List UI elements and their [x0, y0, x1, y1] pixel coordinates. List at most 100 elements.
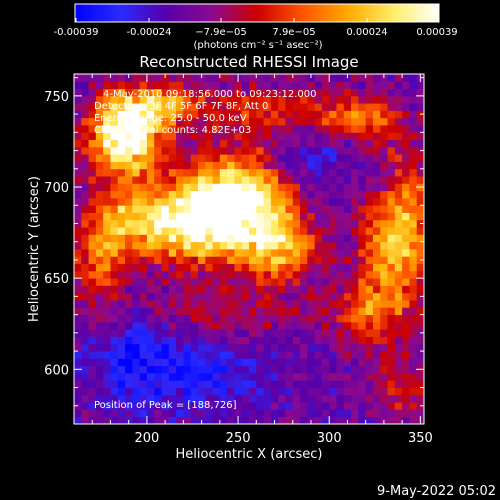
heatmap-cell [125, 212, 133, 221]
heatmap-cell [197, 117, 206, 126]
heatmap-cell [110, 336, 119, 345]
heatmap-cell [278, 256, 286, 264]
heatmap-cell [314, 256, 323, 264]
heatmap-cell [278, 394, 286, 403]
heatmap-cell [146, 176, 155, 184]
heatmap-cell [168, 154, 177, 162]
heatmap-cell [103, 110, 111, 119]
heatmap-cell [256, 241, 264, 250]
heatmap-cell [241, 234, 250, 243]
heatmap-cell [205, 343, 213, 352]
heatmap-cell [103, 146, 111, 155]
heatmap-cell [146, 125, 155, 133]
heatmap-cell [380, 336, 388, 345]
heatmap-cell [103, 256, 111, 264]
heatmap-cell [249, 241, 257, 250]
heatmap-cell [314, 219, 323, 228]
heatmap-cell [249, 307, 257, 316]
heatmap-cell [402, 219, 410, 228]
heatmap-cell [88, 358, 97, 367]
heatmap-cell [103, 81, 111, 89]
heatmap-cell [263, 132, 272, 141]
heatmap-cell [314, 270, 323, 279]
heatmap-cell [154, 387, 162, 396]
heatmap-cell [358, 380, 367, 388]
heatmap-cell [117, 227, 126, 235]
heatmap-cell [183, 402, 192, 410]
heatmap-cell [161, 402, 170, 410]
heatmap-cell [205, 234, 213, 243]
heatmap-cell [256, 416, 264, 424]
heatmap-cell [292, 190, 301, 199]
heatmap-cell [81, 219, 89, 228]
heatmap-cell [227, 219, 235, 228]
heatmap-cell [132, 394, 141, 403]
heatmap-cell [380, 132, 388, 141]
heatmap-cell [205, 329, 213, 337]
heatmap-cell [409, 402, 418, 410]
heatmap-cell [88, 351, 97, 359]
heatmap-cell [307, 351, 316, 359]
heatmap-cell [321, 74, 330, 82]
heatmap-cell [183, 351, 192, 359]
heatmap-cell [292, 227, 301, 235]
heatmap-cell [154, 110, 162, 119]
heatmap-cell [88, 110, 97, 119]
heatmap-cell [190, 227, 199, 235]
heatmap-cell [139, 372, 148, 381]
heatmap-cell [146, 168, 155, 177]
heatmap-cell [358, 176, 367, 184]
heatmap-cell [358, 314, 367, 323]
heatmap-cell [117, 300, 126, 308]
heatmap-cell [402, 351, 410, 359]
heatmap-cell [219, 300, 228, 308]
heatmap-cell [292, 95, 301, 104]
heatmap-cell [365, 241, 374, 250]
heatmap-cell [117, 343, 126, 352]
heatmap-cell [387, 365, 396, 374]
heatmap-cell [285, 74, 294, 82]
heatmap-cell [263, 146, 272, 155]
heatmap-cell [95, 161, 104, 170]
heatmap-cell [205, 394, 213, 403]
heatmap-cell [387, 285, 396, 294]
heatmap-cell [351, 263, 359, 272]
heatmap-cell [409, 241, 418, 250]
heatmap-cell [132, 205, 141, 213]
heatmap-cell [168, 263, 177, 272]
heatmap-cell [416, 81, 424, 89]
heatmap-cell [219, 249, 228, 257]
heatmap-cell [336, 117, 345, 126]
heatmap-cell [372, 117, 381, 126]
heatmap-cell [161, 256, 170, 264]
heatmap-cell [219, 292, 228, 301]
heatmap-cell [387, 110, 396, 119]
heatmap-cell [358, 263, 367, 272]
heatmap-cell [321, 81, 330, 89]
heatmap-cell [365, 74, 374, 82]
heatmap-cell [307, 365, 316, 374]
heatmap-cell [270, 234, 279, 243]
heatmap-cell [307, 321, 316, 330]
heatmap-cell [176, 249, 184, 257]
heatmap-cell [365, 161, 374, 170]
heatmap-cell [241, 351, 250, 359]
heatmap-cell [365, 117, 374, 126]
heatmap-cell [205, 256, 213, 264]
heatmap-cell [278, 351, 286, 359]
heatmap-cell [88, 336, 97, 345]
heatmap-cell [183, 285, 192, 294]
heatmap-cell [95, 219, 104, 228]
heatmap-cell [402, 358, 410, 367]
heatmap-cell [270, 351, 279, 359]
heatmap-cell [212, 241, 221, 250]
heatmap-cell [409, 336, 418, 345]
heatmap-cell [154, 263, 162, 272]
heatmap-cell [183, 176, 192, 184]
heatmap-cell [402, 139, 410, 148]
heatmap-cell [314, 372, 323, 381]
heatmap-cell [227, 132, 235, 141]
heatmap-cell [234, 161, 243, 170]
heatmap-cell [256, 292, 264, 301]
heatmap-cell [190, 183, 199, 192]
